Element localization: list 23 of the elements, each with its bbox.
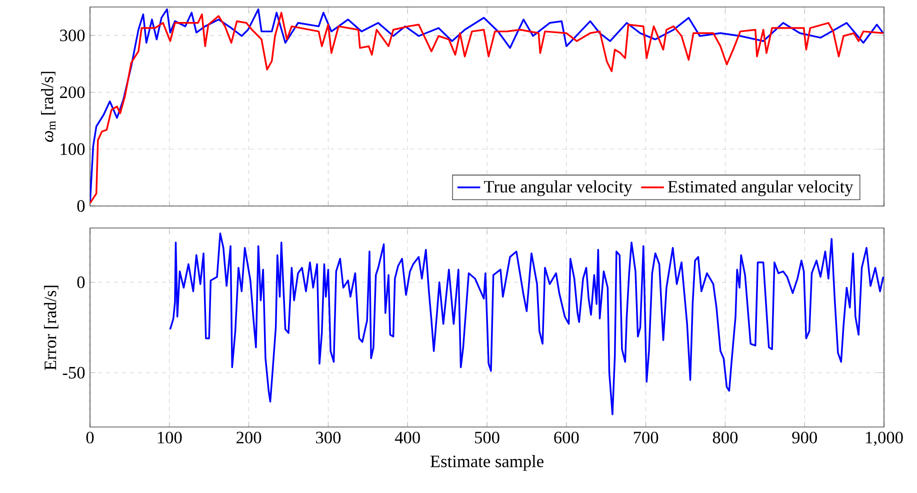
x-tick-label: 800 [712,432,738,444]
x-tick-label: 0 [86,432,94,444]
y-tick-label: 0 [77,276,85,288]
line-series [169,232,884,416]
x-tick-label: 1,000 [866,432,903,446]
x-tick-label: 700 [634,432,658,444]
x-tick-label: 300 [316,432,341,444]
y-axis-title: ω$_{m}$ [rad/s] [41,72,56,142]
x-tick-label: 100 [158,432,182,444]
x-tick-label: 400 [394,432,420,444]
x-tick-label: 900 [792,432,817,444]
legend-label: True angular velocity [484,180,632,196]
y-tick-label: 200 [60,86,85,98]
legend-label: Estimated angular velocity [668,180,854,196]
y-tick-label: 0 [77,200,85,212]
y-tick-label: -50 [62,366,85,379]
x-tick-label: 200 [236,432,262,444]
y-tick-label: 100 [60,143,85,155]
x-tick-label: 500 [475,432,500,444]
x-axis-title: Estimate sample [430,455,544,471]
y-axis-title: Error [rad/s] [44,286,58,370]
x-tick-label: 600 [554,432,579,444]
y-tick-label: 300 [60,30,85,42]
